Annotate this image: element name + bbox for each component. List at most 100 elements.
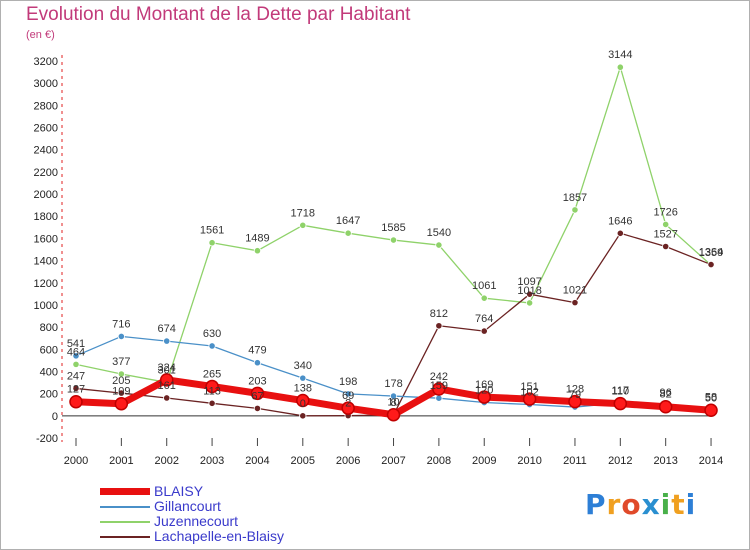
data-point-lachapelle-en-blaisy (707, 260, 715, 269)
data-label: 1646 (608, 215, 632, 227)
data-point-gillancourt (344, 390, 352, 398)
chart-title: Evolution du Montant de la Dette par Hab… (26, 4, 411, 25)
y-tick-label: 3000 (34, 78, 58, 90)
data-label: 1489 (245, 233, 269, 245)
logo-letter: x (641, 488, 661, 521)
data-label: 464 (67, 346, 85, 358)
data-label: 82 (660, 389, 672, 401)
y-tick-label: 2000 (34, 189, 58, 201)
logo-letter: o (621, 488, 642, 521)
data-point-lachapelle-en-blaisy (117, 389, 125, 397)
y-tick-label: 2200 (34, 167, 58, 179)
logo-letter: t (671, 488, 686, 521)
y-tick-label: 1000 (34, 300, 58, 312)
data-label: 58 (705, 391, 717, 403)
data-label: 79 (569, 389, 581, 401)
data-point-gillancourt (299, 374, 307, 382)
proxiti-logo: Proxiti (585, 488, 696, 521)
data-label: 178 (384, 378, 402, 390)
data-label: 1364 (699, 247, 723, 259)
legend-swatch (100, 521, 150, 523)
y-tick-label: 2600 (34, 123, 58, 135)
data-label: 1561 (200, 225, 224, 237)
data-label: 377 (112, 356, 130, 368)
data-point-juzennecourt (389, 236, 398, 244)
legend-label: BLAISY (154, 483, 204, 499)
data-label: 127 (67, 384, 85, 396)
data-point-gillancourt (389, 392, 398, 400)
x-tick-label: 2008 (427, 455, 451, 467)
data-point-lachapelle-en-blaisy (253, 404, 262, 412)
y-tick-label: 1600 (34, 233, 58, 245)
data-point-blaisy (613, 396, 628, 411)
data-label: 117 (612, 385, 630, 397)
y-tick-label: 200 (40, 389, 58, 401)
data-point-lachapelle-en-blaisy (662, 242, 670, 251)
data-label: 1718 (291, 207, 315, 219)
x-tick-label: 2000 (64, 455, 88, 467)
data-point-gillancourt (117, 332, 125, 341)
x-tick-label: 2003 (200, 455, 224, 467)
data-label: 203 (248, 375, 266, 387)
data-point-lachapelle-en-blaisy (525, 290, 534, 298)
data-label: 1726 (653, 206, 677, 218)
legend-label: Juzennecourt (154, 513, 239, 529)
data-point-blaisy (69, 394, 83, 409)
data-label: 1021 (563, 285, 587, 297)
y-tick-label: 400 (40, 366, 58, 378)
data-label: 1061 (472, 280, 496, 292)
data-label: 159 (430, 380, 448, 392)
logo-letter: i (660, 488, 672, 521)
data-point-blaisy (250, 386, 265, 401)
chart-subtitle: (en €) (26, 29, 55, 41)
y-tick-label: 800 (40, 322, 58, 334)
data-point-gillancourt (208, 342, 216, 350)
data-point-juzennecourt (616, 63, 624, 71)
y-tick-label: 1800 (34, 211, 58, 223)
data-label: 716 (112, 318, 130, 330)
data-point-blaisy (432, 382, 446, 396)
data-point-juzennecourt (435, 241, 443, 249)
data-label: 340 (294, 360, 312, 372)
data-point-juzennecourt (72, 360, 80, 368)
x-tick-label: 2005 (291, 455, 315, 467)
data-label: 161 (158, 380, 176, 392)
data-label: 151 (520, 381, 538, 393)
x-tick-label: 2011 (563, 455, 587, 467)
x-tick-label: 2002 (154, 455, 178, 467)
data-point-blaisy (704, 403, 718, 418)
x-tick-label: 2007 (381, 455, 405, 467)
data-point-lachapelle-en-blaisy (299, 412, 307, 420)
data-label: 1018 (517, 285, 541, 297)
data-point-blaisy (658, 399, 673, 414)
data-point-lachapelle-en-blaisy (72, 384, 80, 393)
y-tick-label: 1200 (34, 278, 58, 290)
data-label: 242 (430, 371, 448, 383)
data-point-juzennecourt (344, 229, 352, 237)
data-point-lachapelle-en-blaisy (435, 322, 443, 330)
data-point-lachapelle-en-blaisy (616, 229, 624, 237)
data-label: 67 (251, 390, 263, 402)
data-label: 324 (158, 362, 176, 374)
logo-letter: P (585, 488, 607, 521)
logo-letter: r (606, 488, 622, 521)
data-label: 8 (390, 397, 396, 409)
data-point-blaisy (341, 401, 355, 415)
data-point-blaisy (477, 390, 491, 404)
data-point-lachapelle-en-blaisy (480, 327, 488, 335)
data-point-blaisy (296, 393, 310, 408)
data-label: 1527 (653, 229, 677, 241)
legend-swatch (100, 536, 150, 538)
data-label: 138 (294, 383, 312, 395)
data-label: 10 (387, 397, 399, 409)
data-point-juzennecourt (253, 247, 262, 255)
data-point-gillancourt (72, 352, 80, 360)
data-label: 1097 (517, 276, 541, 288)
data-label: 69 (342, 390, 354, 402)
x-tick-label: 2010 (517, 455, 541, 467)
data-point-lachapelle-en-blaisy (163, 394, 171, 402)
y-tick-label: -200 (36, 433, 58, 445)
data-label: 247 (67, 370, 85, 382)
x-tick-label: 2009 (472, 455, 496, 467)
data-point-lachapelle-en-blaisy (208, 399, 216, 407)
